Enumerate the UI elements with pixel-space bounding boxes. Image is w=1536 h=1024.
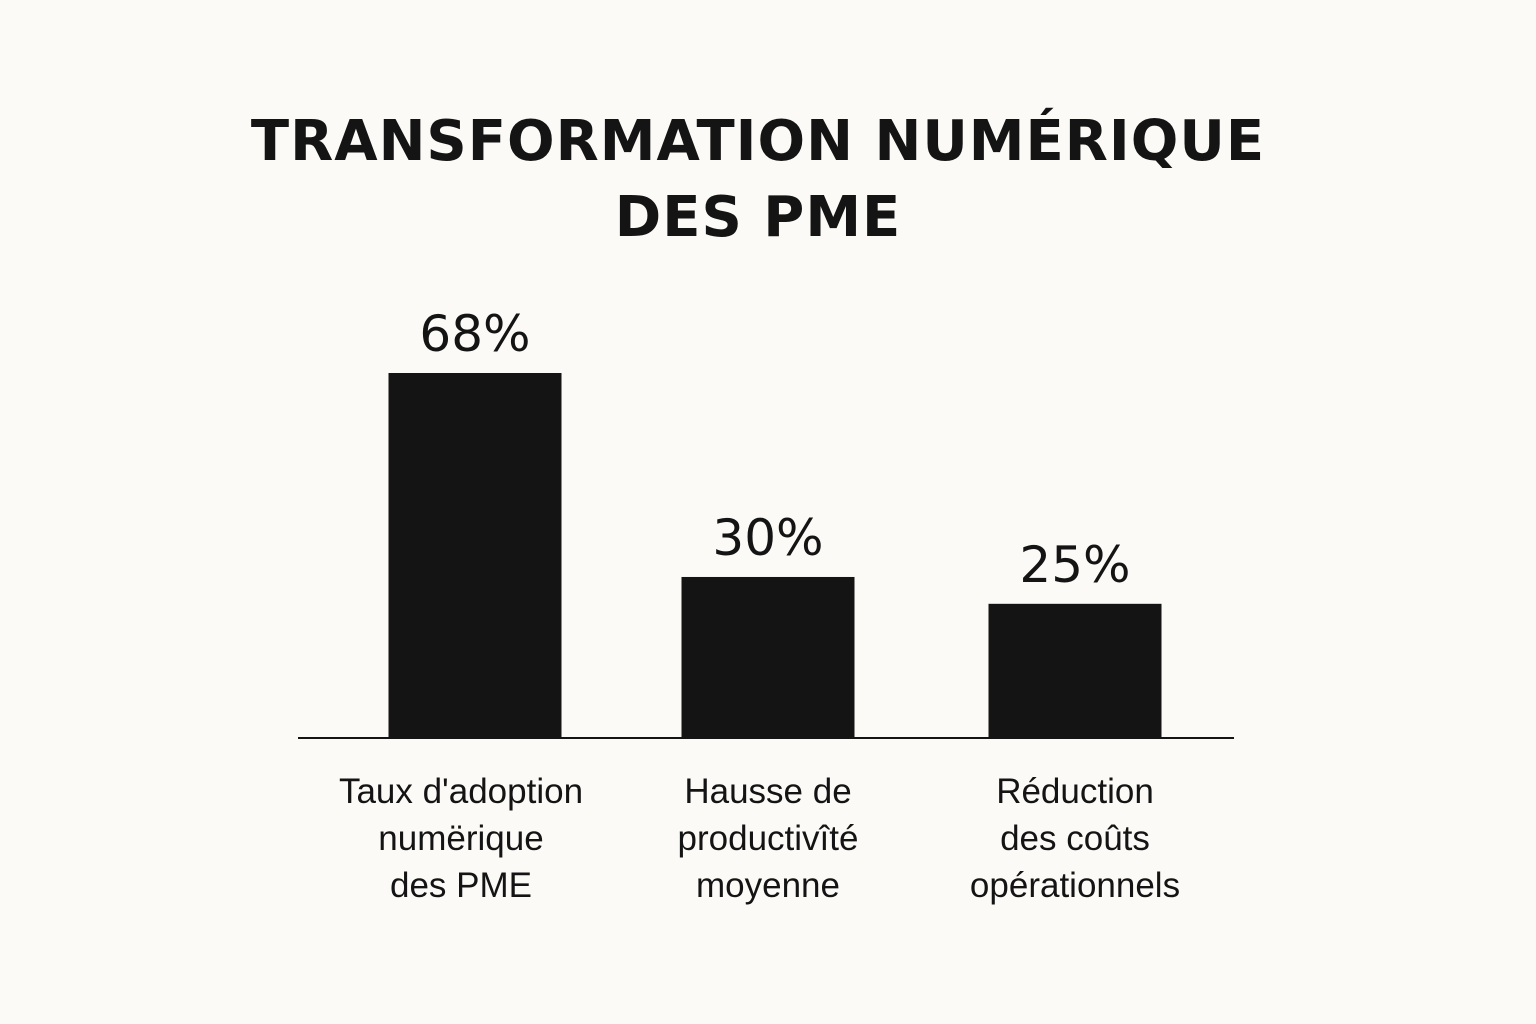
category-label-taux-d-adoption-line-1: Taux d'adoption [339, 772, 583, 811]
category-label-hausse-de-line-2: productivîté [678, 819, 859, 858]
chart-title-line-2: DES PME [614, 185, 902, 250]
bar-hausse-de [681, 576, 855, 738]
category-label-hausse-de-line-3: moyenne [696, 866, 840, 905]
category-label-taux-d-adoption-line-2: numërique [378, 819, 543, 858]
category-label-hausse-de-line-1: Hausse de [684, 772, 851, 811]
value-labels-group: 68% 30% 25% [419, 305, 1130, 594]
category-label-r-duction-line-3: opérationnels [970, 866, 1180, 905]
category-label-taux-d-adoption-line-3: des PME [390, 866, 532, 905]
category-label-r-duction-line-2: des coûts [1000, 819, 1150, 858]
value-label-r-duction: 25% [1019, 536, 1130, 594]
bars-group [388, 373, 1162, 738]
category-labels-group: Taux d'adoption numërique des PME Hausse de… [339, 772, 1180, 905]
bar-taux-d-adoption [388, 373, 562, 738]
value-label-taux-d-adoption: 68% [419, 305, 530, 363]
chart-title-line-1: TRANSFORMATION NUMÉRIQUE [250, 109, 1266, 174]
value-label-hausse-de: 30% [712, 509, 823, 567]
category-label-r-duction-line-1: Réduction [996, 772, 1154, 811]
bar-r-duction [988, 603, 1162, 738]
